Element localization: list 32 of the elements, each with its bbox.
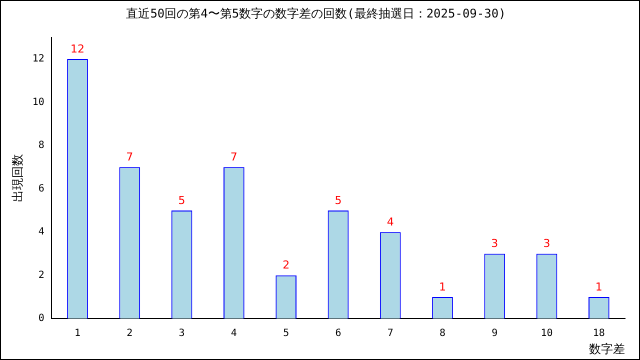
chart-title: 直近50回の第4〜第5数字の数字差の回数(最終抽選日：2025-09-30) xyxy=(126,6,506,20)
x-axis-title: 数字差 xyxy=(589,342,625,356)
x-tick-label: 1 xyxy=(74,328,81,340)
x-tick-label: 2 xyxy=(126,328,133,340)
y-tick-label: 0 xyxy=(38,313,44,324)
y-tick-label: 2 xyxy=(38,270,44,281)
y-tick-label: 6 xyxy=(38,183,44,194)
x-tick-label: 7 xyxy=(387,328,394,340)
y-tick-label: 10 xyxy=(32,96,44,108)
data-label: 12 xyxy=(70,42,85,56)
x-tick-label: 18 xyxy=(592,328,605,340)
x-tick-label: 10 xyxy=(540,328,553,340)
data-label: 2 xyxy=(282,258,290,272)
x-tick-label: 4 xyxy=(230,328,237,340)
y-tick-label: 12 xyxy=(32,54,44,65)
y-tick-label: 8 xyxy=(38,140,44,152)
x-tick-label: 9 xyxy=(492,328,498,340)
y-tick-label: 4 xyxy=(38,226,44,238)
data-label: 1 xyxy=(595,280,602,294)
data-label: 3 xyxy=(543,237,550,250)
data-label: 5 xyxy=(334,194,342,207)
x-tick-label: 8 xyxy=(439,328,446,340)
data-label: 7 xyxy=(126,150,134,164)
x-tick-label: 5 xyxy=(283,328,290,340)
data-label: 5 xyxy=(178,194,186,207)
y-axis-title: 出現回数 xyxy=(10,154,24,202)
data-label: 3 xyxy=(491,237,498,250)
data-label: 1 xyxy=(439,280,446,294)
x-tick-label: 3 xyxy=(178,328,185,340)
x-tick-label: 6 xyxy=(335,328,342,340)
data-label: 7 xyxy=(230,150,238,164)
data-label: 4 xyxy=(386,215,394,228)
